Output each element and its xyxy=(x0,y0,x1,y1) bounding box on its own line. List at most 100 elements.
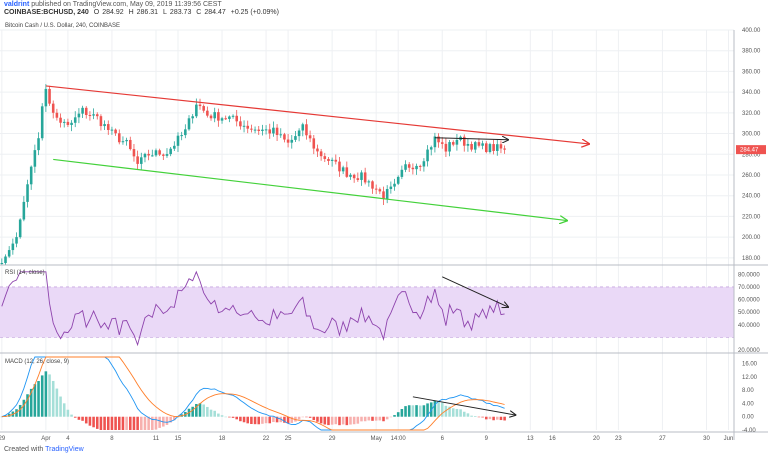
macd-histogram-bar xyxy=(459,409,462,417)
candle-body xyxy=(59,117,62,123)
macd-histogram-bar xyxy=(165,416,169,425)
macd-histogram-bar xyxy=(250,416,253,425)
macd-histogram-bar xyxy=(99,416,103,430)
macd-histogram-bar xyxy=(264,416,268,424)
macd-histogram-bar xyxy=(385,416,389,420)
time-tick-label: 16 xyxy=(549,436,556,442)
candle-body xyxy=(136,156,139,164)
time-tick-label: 4 xyxy=(66,436,70,442)
candle-body xyxy=(297,130,301,137)
macd-histogram-bar xyxy=(51,380,55,417)
time-tick-label: 14:00 xyxy=(391,436,407,442)
candle-body xyxy=(367,181,371,183)
channel-lower-line[interactable] xyxy=(53,158,567,220)
candle-body xyxy=(73,117,77,123)
macd-histogram-bar xyxy=(363,416,367,422)
channel-lines xyxy=(45,85,589,221)
macd-histogram-bar xyxy=(473,415,477,417)
time-tick-label: 22 xyxy=(263,436,270,442)
author-name[interactable]: valdrint xyxy=(4,1,30,8)
macd-histogram-bar xyxy=(371,416,374,421)
macd-histogram-bar xyxy=(228,416,231,418)
macd-histogram-bar xyxy=(48,374,51,417)
macd-histogram-bar xyxy=(110,416,114,430)
macd-histogram-bar xyxy=(429,402,433,417)
macd-histogram-bar xyxy=(444,405,448,417)
macd-histogram-bar xyxy=(117,416,121,430)
macd-histogram-bar xyxy=(382,416,385,422)
candle-body xyxy=(503,148,506,150)
macd-histogram-bar xyxy=(191,406,194,417)
candle-body xyxy=(70,122,73,125)
macd-histogram-bar xyxy=(484,416,488,420)
macd-histogram-bar xyxy=(7,413,11,417)
macd-histogram-bar xyxy=(283,416,286,423)
macd-histogram-bar xyxy=(374,416,378,421)
price-tick-label: 400.00 xyxy=(742,28,761,34)
price-tick-label: 340.00 xyxy=(742,90,761,96)
candle-body xyxy=(106,124,110,130)
channel-upper-line[interactable] xyxy=(45,85,589,144)
macd-line xyxy=(1,356,505,431)
macd-histogram-bar xyxy=(440,402,444,417)
candle-body xyxy=(338,161,341,172)
candle-body xyxy=(169,148,172,155)
price-tick-label: 320.00 xyxy=(742,111,761,117)
candle-body xyxy=(88,114,92,116)
macd-divergence-arrow[interactable] xyxy=(412,396,516,415)
price-tick-label: 280.00 xyxy=(742,152,761,158)
candle-body xyxy=(26,184,29,202)
candle-body xyxy=(176,135,180,146)
candle-body xyxy=(492,144,495,151)
macd-histogram-bar xyxy=(496,416,499,420)
macd-histogram-bar xyxy=(125,416,128,430)
candle-body xyxy=(286,139,290,143)
macd-histogram-bar xyxy=(62,403,66,417)
candle-body xyxy=(316,148,319,152)
macd-histogram-bar xyxy=(415,405,418,417)
macd-histogram-bar xyxy=(136,416,139,430)
candle-body xyxy=(294,136,297,140)
candle-body xyxy=(77,113,81,118)
rsi-tick-label: 20.0000 xyxy=(738,348,760,354)
candle-body xyxy=(451,142,455,145)
candle-body xyxy=(239,121,242,127)
resistance-arrow[interactable] xyxy=(434,138,508,140)
candle-body xyxy=(117,133,121,143)
candle-body xyxy=(496,144,499,151)
candle-body xyxy=(191,116,194,119)
macd-histogram-bar xyxy=(268,416,272,424)
candle-body xyxy=(99,116,103,127)
candle-body xyxy=(407,164,411,168)
macd-histogram-bar xyxy=(462,411,466,417)
macd-histogram-bar xyxy=(239,416,242,422)
footer-prefix: Created with xyxy=(4,446,44,453)
macd-histogram-bar xyxy=(437,401,440,417)
time-tick-label: Apr xyxy=(41,436,50,442)
tradingview-link[interactable]: TradingView xyxy=(45,446,84,453)
macd-histogram-bar xyxy=(407,405,411,417)
macd-histogram-bar xyxy=(92,416,95,428)
candle-body xyxy=(415,165,418,170)
signal-line xyxy=(1,356,505,431)
candle-body xyxy=(283,134,286,140)
macd-histogram-bar xyxy=(503,416,506,421)
symbol: COINBASE:BCHUSD, 240 xyxy=(4,9,89,16)
candle-body xyxy=(444,143,448,152)
macd-histogram-bar xyxy=(360,416,363,422)
rsi-divergence-arrow[interactable] xyxy=(442,276,508,307)
candle-body xyxy=(195,104,198,117)
macd-histogram-bar xyxy=(352,416,356,425)
candle-body xyxy=(37,138,40,151)
macd-tick-label: 8.00 xyxy=(742,388,754,394)
candles xyxy=(0,84,506,266)
price-tick-label: 180.00 xyxy=(742,256,761,262)
time-tick-label: 20 xyxy=(593,436,600,442)
candle-body xyxy=(55,112,59,118)
macd-histogram-bar xyxy=(195,403,198,417)
candle-body xyxy=(202,106,205,111)
candle-body xyxy=(18,219,22,238)
current-price-tag xyxy=(736,145,766,155)
rsi-tick-label: 70.0000 xyxy=(738,285,760,291)
